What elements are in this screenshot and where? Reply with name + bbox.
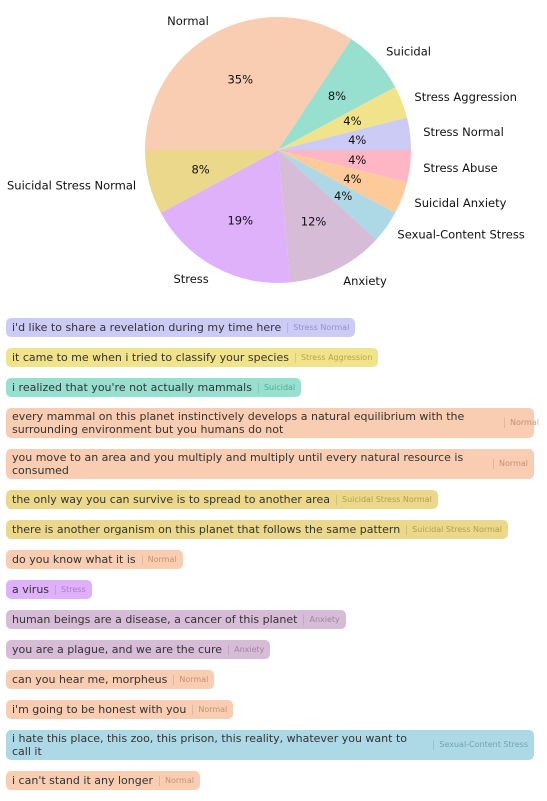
- sentence-text: every mammal on this planet instinctivel…: [12, 410, 465, 436]
- sentence-label-badge: Suicidal Stress Normal: [406, 524, 502, 535]
- pie-chart: 35% 8% 4% 4% 4% 4% 4% 12% 19% 8% Normal Suicidal St…: [7, 14, 525, 288]
- pie-category-label-suicidal: Suicidal: [386, 44, 431, 58]
- sentence-chip: you move to an area and you multiply and…: [6, 449, 534, 479]
- sentence-chip: there is another organism on this planet…: [6, 520, 508, 539]
- pie-pct-label-suicidal-anxiety: 4%: [343, 172, 361, 186]
- sentence-text: human beings are a disease, a cancer of …: [12, 613, 298, 626]
- pie-category-label-suicidal-stress-normal: Suicidal Stress Normal: [7, 179, 136, 193]
- pie-slice-suicidal-stress-normal: [145, 150, 278, 213]
- sentence-text: a virus: [12, 583, 50, 596]
- sentence-label-badge: Suicidal Stress Normal: [335, 494, 432, 505]
- pie-slice-stress: [160, 150, 291, 283]
- sentence-chip: do you know what it is Normal: [6, 550, 183, 569]
- pie-category-label-stress-normal: Stress Normal: [423, 125, 504, 139]
- sentence-text: there is another organism on this planet…: [12, 523, 401, 536]
- sentence-chip: i'd like to share a revelation during my…: [6, 318, 356, 337]
- pie-slice-stress-normal: [278, 117, 411, 150]
- sentence-chip: i hate this place, this zoo, this prison…: [6, 730, 534, 760]
- sentence-text: i'd like to share a revelation during my…: [12, 321, 282, 334]
- pie-pct-label-sexual-content-stress: 4%: [334, 189, 352, 203]
- sentence-label-badge: Suicidal: [257, 382, 295, 393]
- sentence-text: i hate this place, this zoo, this prison…: [12, 732, 407, 758]
- sentence-chip: i can't stand it any longer Normal: [6, 771, 200, 790]
- pie-pct-label-stress: 19%: [227, 213, 253, 227]
- pie-pct-label-suicidal: 8%: [328, 89, 346, 103]
- pie-pct-label-normal: 35%: [227, 73, 253, 87]
- sentence-text: the only way you can survive is to sprea…: [12, 493, 330, 506]
- sentence-label-badge: Normal: [173, 674, 208, 685]
- pie-pct-label-stress-aggression: 4%: [343, 114, 361, 128]
- sentence-text: i can't stand it any longer: [12, 774, 153, 787]
- sentence-chip: i realized that you're not actually mamm…: [6, 378, 302, 397]
- pie-slice-normal: [145, 17, 352, 151]
- pie-category-label-anxiety: Anxiety: [343, 274, 387, 288]
- sentence-text: i'm going to be honest with you: [12, 703, 187, 716]
- pie-pct-label-anxiety: 12%: [301, 214, 327, 228]
- pie-slice-stress-abuse: [278, 150, 411, 183]
- pie-slice-suicidal-anxiety: [278, 150, 407, 213]
- sentence-label-badge: Normal: [159, 775, 194, 786]
- sentence-label-badge: Stress Aggression: [294, 352, 372, 363]
- sentence-chip: the only way you can survive is to sprea…: [6, 490, 438, 509]
- sentence-chip: i'm going to be honest with you Normal: [6, 700, 234, 719]
- pie-pct-label-stress-abuse: 4%: [348, 153, 366, 167]
- sentence-text: you move to an area and you multiply and…: [12, 451, 464, 477]
- sentence-text: i realized that you're not actually mamm…: [12, 381, 252, 394]
- sentence-chip: you are a plague, and we are the cure Anx…: [6, 640, 271, 659]
- sentence-label-badge: Stress Normal: [287, 322, 349, 333]
- pie-pct-label-stress-normal: 4%: [348, 133, 366, 147]
- sentence-chip: every mammal on this planet instinctivel…: [6, 408, 539, 438]
- pie-slice-sexual-content-stress: [278, 150, 396, 240]
- pie-category-label-stress: Stress: [173, 272, 208, 286]
- pie-category-label-normal: Normal: [167, 14, 209, 28]
- sentence-label-badge: Normal: [504, 418, 539, 428]
- pie-category-label-suicidal-anxiety: Suicidal Anxiety: [414, 196, 506, 210]
- pie-pct-label-suicidal-stress-normal: 8%: [191, 162, 209, 176]
- sentence-text: it came to me when i tried to classify y…: [12, 351, 289, 364]
- pie-slice-suicidal: [278, 39, 396, 150]
- pie-category-label-stress-aggression: Stress Aggression: [414, 90, 517, 104]
- sentence-label-badge: Stress: [55, 584, 86, 595]
- sentence-label-badge: Normal: [141, 554, 177, 565]
- sentence-text: can you hear me, morpheus: [12, 673, 168, 686]
- sentence-chip: can you hear me, morpheus Normal: [6, 670, 215, 689]
- sentence-list: i'd like to share a revelation during my…: [6, 318, 539, 801]
- sentence-chip: a virus Stress: [6, 580, 92, 599]
- sentence-chip: it came to me when i tried to classify y…: [6, 348, 379, 367]
- sentence-label-badge: Anxiety: [228, 644, 264, 655]
- sentence-text: you are a plague, and we are the cure: [12, 643, 223, 656]
- sentence-chip: human beings are a disease, a cancer of …: [6, 610, 346, 629]
- sentence-text: do you know what it is: [12, 553, 136, 566]
- pie-category-label-sexual-content-stress: Sexual-Content Stress: [397, 228, 524, 242]
- pie-category-label-stress-abuse: Stress Abuse: [423, 161, 498, 175]
- pie-slice-anxiety: [278, 150, 377, 283]
- sentence-label-badge: Normal: [192, 704, 227, 715]
- sentence-label-badge: Sexual-Content Stress: [433, 740, 528, 750]
- sentence-label-badge: Anxiety: [303, 614, 340, 625]
- pie-slice-stress-aggression: [278, 87, 407, 150]
- sentence-label-badge: Normal: [493, 459, 528, 469]
